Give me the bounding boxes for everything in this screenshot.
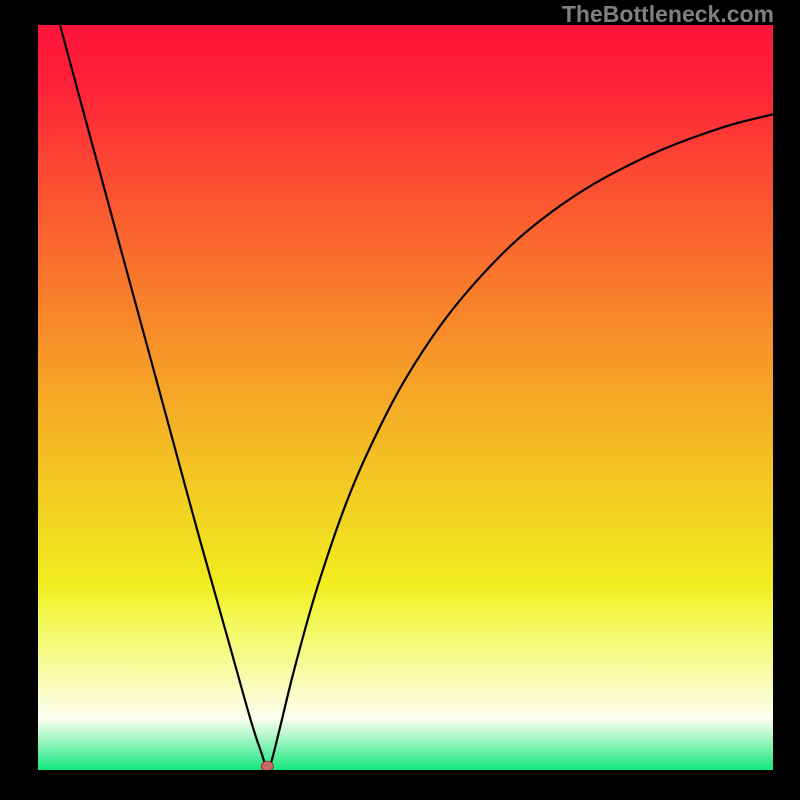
chart-stage: TheBottleneck.com bbox=[0, 0, 800, 800]
min-point-marker bbox=[261, 761, 273, 770]
plot-area bbox=[38, 25, 773, 770]
gradient-background bbox=[38, 25, 773, 770]
watermark-text: TheBottleneck.com bbox=[562, 1, 774, 28]
